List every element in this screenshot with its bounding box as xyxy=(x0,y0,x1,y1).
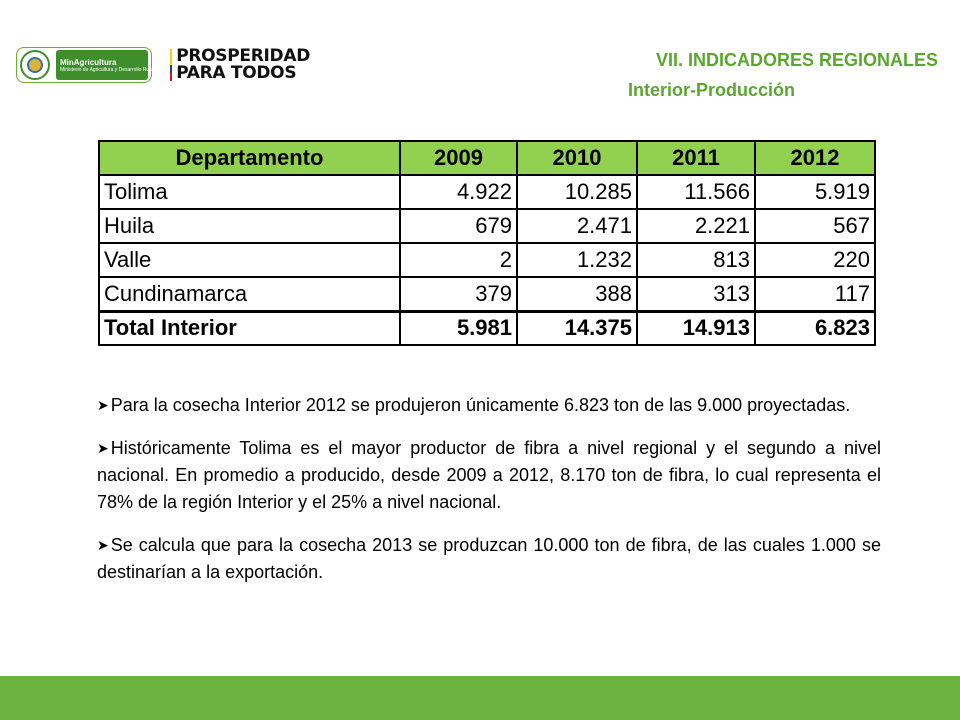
total-value: 5.981 xyxy=(399,309,518,346)
table-row: Valle 2 1.232 813 220 xyxy=(98,242,876,278)
cell-department: Cundinamarca xyxy=(98,276,401,312)
table-row: Huila 679 2.471 2.221 567 xyxy=(98,208,876,244)
cell-value: 10.285 xyxy=(516,174,638,210)
list-item: ➤ Se calcula que para la cosecha 2013 se … xyxy=(97,532,881,586)
header-2010: 2010 xyxy=(516,140,638,176)
colombia-flag-icon xyxy=(170,49,173,81)
table-header-row: Departamento 2009 2010 2011 2012 xyxy=(98,140,876,176)
list-item: ➤ Para la cosecha Interior 2012 se produj… xyxy=(97,392,881,419)
cell-value: 679 xyxy=(399,208,518,244)
ministry-subtitle: Ministerio de Agricultura y Desarrollo R… xyxy=(60,66,155,73)
cell-value: 2.221 xyxy=(636,208,756,244)
header-2012: 2012 xyxy=(754,140,876,176)
header-departamento: Departamento xyxy=(98,140,401,176)
bullet-text: Se calcula que para la cosecha 2013 se p… xyxy=(97,535,881,582)
cell-value: 117 xyxy=(754,276,876,312)
cell-value: 379 xyxy=(399,276,518,312)
header-2011: 2011 xyxy=(636,140,756,176)
production-table: Departamento 2009 2010 2011 2012 Tolima … xyxy=(98,140,876,346)
header-2009: 2009 xyxy=(399,140,518,176)
cell-value: 1.232 xyxy=(516,242,638,278)
campaign-line-2: PARA TODOS xyxy=(176,63,297,83)
prosperidad-logo: PROSPERIDAD PARA TODOS xyxy=(170,45,310,85)
cell-value: 2.471 xyxy=(516,208,638,244)
total-value: 14.913 xyxy=(636,309,756,346)
table-row: Cundinamarca 379 388 313 117 xyxy=(98,276,876,312)
total-value: 14.375 xyxy=(516,309,638,346)
campaign-line-1: PROSPERIDAD xyxy=(176,46,310,66)
ministry-label-block: MinAgricultura Ministerio de Agricultura… xyxy=(56,50,155,80)
total-label: Total Interior xyxy=(98,309,401,346)
table-row: Tolima 4.922 10.285 11.566 5.919 xyxy=(98,174,876,210)
arrow-bullet-icon: ➤ xyxy=(97,537,109,553)
cell-value: 11.566 xyxy=(636,174,756,210)
page-subtitle: Interior-Producción xyxy=(628,80,796,100)
cell-value: 313 xyxy=(636,276,756,312)
cell-value: 2 xyxy=(399,242,518,278)
total-value: 6.823 xyxy=(754,309,876,346)
page-title: VII. INDICADORES REGIONALES xyxy=(655,50,938,70)
cell-value: 567 xyxy=(754,208,876,244)
table-total-row: Total Interior 5.981 14.375 14.913 6.823 xyxy=(98,309,876,346)
cell-department: Tolima xyxy=(98,174,401,210)
bullet-text: Para la cosecha Interior 2012 se produje… xyxy=(110,395,851,415)
cell-value: 388 xyxy=(516,276,638,312)
cell-value: 813 xyxy=(636,242,756,278)
list-item: ➤ Históricamente Tolima es el mayor produ… xyxy=(97,435,881,516)
arrow-bullet-icon: ➤ xyxy=(97,440,109,456)
cell-department: Valle xyxy=(98,242,401,278)
bullet-list: ➤ Para la cosecha Interior 2012 se produj… xyxy=(97,392,881,602)
national-seal-icon xyxy=(20,50,50,80)
footer-bar xyxy=(0,676,960,720)
arrow-bullet-icon: ➤ xyxy=(97,397,109,413)
bullet-text: Históricamente Tolima es el mayor produc… xyxy=(97,438,881,512)
cell-value: 4.922 xyxy=(399,174,518,210)
minagricultura-logo: MinAgricultura Ministerio de Agricultura… xyxy=(16,47,155,83)
cell-department: Huila xyxy=(98,208,401,244)
cell-value: 220 xyxy=(754,242,876,278)
cell-value: 5.919 xyxy=(754,174,876,210)
ministry-title: MinAgricultura xyxy=(60,57,117,67)
